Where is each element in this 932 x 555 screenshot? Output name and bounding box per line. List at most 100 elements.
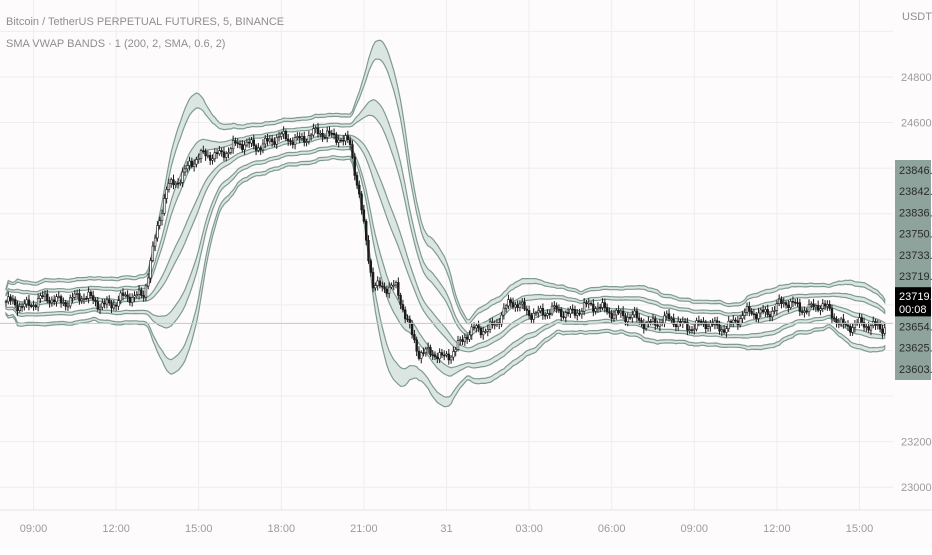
candle-body bbox=[699, 320, 703, 323]
candle-body bbox=[41, 295, 44, 297]
x-axis-label: 15:00 bbox=[846, 523, 874, 535]
candle-body bbox=[34, 305, 38, 308]
candle-body bbox=[500, 314, 503, 325]
candle-body bbox=[461, 339, 464, 342]
candle-body bbox=[420, 352, 423, 359]
candle-body bbox=[360, 193, 363, 211]
candle-body bbox=[553, 305, 556, 307]
candle-body bbox=[686, 321, 689, 331]
candle-body bbox=[229, 148, 233, 153]
x-axis-label: 31 bbox=[440, 523, 452, 535]
candle-body bbox=[259, 147, 262, 151]
candle-body bbox=[71, 296, 74, 299]
candle-body bbox=[456, 340, 460, 350]
candle-body bbox=[766, 309, 769, 315]
candle-body bbox=[87, 291, 90, 299]
candle-body bbox=[371, 272, 375, 289]
candle-body bbox=[135, 294, 138, 297]
candle-body bbox=[823, 303, 827, 307]
candle-body bbox=[534, 312, 538, 315]
candle-body bbox=[759, 309, 763, 314]
candle-body bbox=[713, 320, 717, 325]
candle-body bbox=[493, 324, 496, 326]
candle-body bbox=[381, 285, 384, 288]
candle-body bbox=[443, 354, 446, 357]
indicator-legend[interactable]: SMA VWAP BANDS · 1 (200, 2, SMA, 0.6, 2) bbox=[6, 38, 226, 50]
candle-body bbox=[181, 171, 184, 183]
candle-body bbox=[658, 322, 662, 327]
candle-body bbox=[296, 136, 299, 138]
candle-body bbox=[610, 312, 613, 319]
candle-body bbox=[413, 334, 416, 341]
candle-body bbox=[431, 354, 434, 357]
candle-body bbox=[238, 143, 242, 146]
bar-countdown: 00:08 bbox=[899, 304, 927, 316]
candle-body bbox=[147, 277, 150, 287]
candle-body bbox=[78, 293, 81, 301]
candle-body bbox=[399, 295, 402, 305]
candle-body bbox=[830, 308, 834, 319]
candle-body bbox=[784, 302, 788, 306]
candle-body bbox=[539, 307, 542, 312]
candle-body bbox=[626, 316, 629, 322]
candle-body bbox=[532, 312, 535, 320]
candle-body bbox=[247, 141, 251, 144]
candle-body bbox=[631, 314, 634, 319]
candle-body bbox=[52, 299, 56, 303]
candle-body bbox=[624, 315, 627, 322]
candle-body bbox=[826, 304, 829, 307]
candle-body bbox=[647, 321, 650, 324]
candle-body bbox=[468, 334, 471, 340]
candle-body bbox=[433, 354, 437, 358]
candle-body bbox=[833, 317, 836, 320]
candle-body bbox=[564, 312, 568, 318]
candle-body bbox=[142, 295, 145, 298]
candle-body bbox=[594, 308, 597, 312]
candle-body bbox=[206, 154, 210, 157]
candle-body bbox=[592, 303, 595, 312]
candle-body bbox=[828, 304, 831, 309]
x-axis-label: 09:00 bbox=[681, 523, 709, 535]
candle-body bbox=[454, 349, 457, 352]
candle-body bbox=[62, 302, 65, 304]
vwap-center-band bbox=[5, 133, 886, 353]
candle-body bbox=[835, 318, 838, 324]
candle-body bbox=[851, 327, 854, 333]
candle-body bbox=[615, 310, 618, 316]
candle-body bbox=[475, 325, 478, 329]
x-axis-label: 09:00 bbox=[20, 523, 48, 535]
candle-body bbox=[844, 323, 847, 326]
candle-body bbox=[436, 356, 439, 360]
candle-body bbox=[605, 307, 609, 313]
candle-body bbox=[511, 302, 515, 308]
candle-body bbox=[36, 298, 40, 308]
candle-body bbox=[149, 260, 152, 279]
candle-body bbox=[755, 313, 758, 319]
candle-body bbox=[282, 130, 285, 135]
candle-body bbox=[316, 127, 320, 135]
candle-body bbox=[881, 328, 884, 334]
candle-body bbox=[415, 339, 418, 352]
candle-body bbox=[752, 313, 756, 316]
candle-body bbox=[346, 135, 350, 141]
candle-body bbox=[165, 189, 168, 199]
candle-body bbox=[748, 306, 751, 312]
x-axis-label: 12:00 bbox=[102, 523, 130, 535]
price-tag-stack bbox=[895, 160, 931, 380]
candle-body bbox=[137, 289, 141, 295]
candle-body bbox=[266, 138, 269, 142]
candle-body bbox=[867, 326, 870, 331]
candle-body bbox=[651, 318, 655, 322]
candle-body bbox=[55, 296, 58, 303]
candle-body bbox=[394, 282, 398, 286]
candle-body bbox=[374, 285, 377, 289]
candle-body bbox=[64, 302, 67, 307]
candle-body bbox=[144, 285, 148, 298]
candle-body bbox=[27, 299, 31, 306]
candle-body bbox=[869, 325, 873, 331]
candle-body bbox=[576, 312, 579, 316]
candle-body bbox=[112, 304, 116, 309]
candle-body bbox=[397, 282, 400, 296]
